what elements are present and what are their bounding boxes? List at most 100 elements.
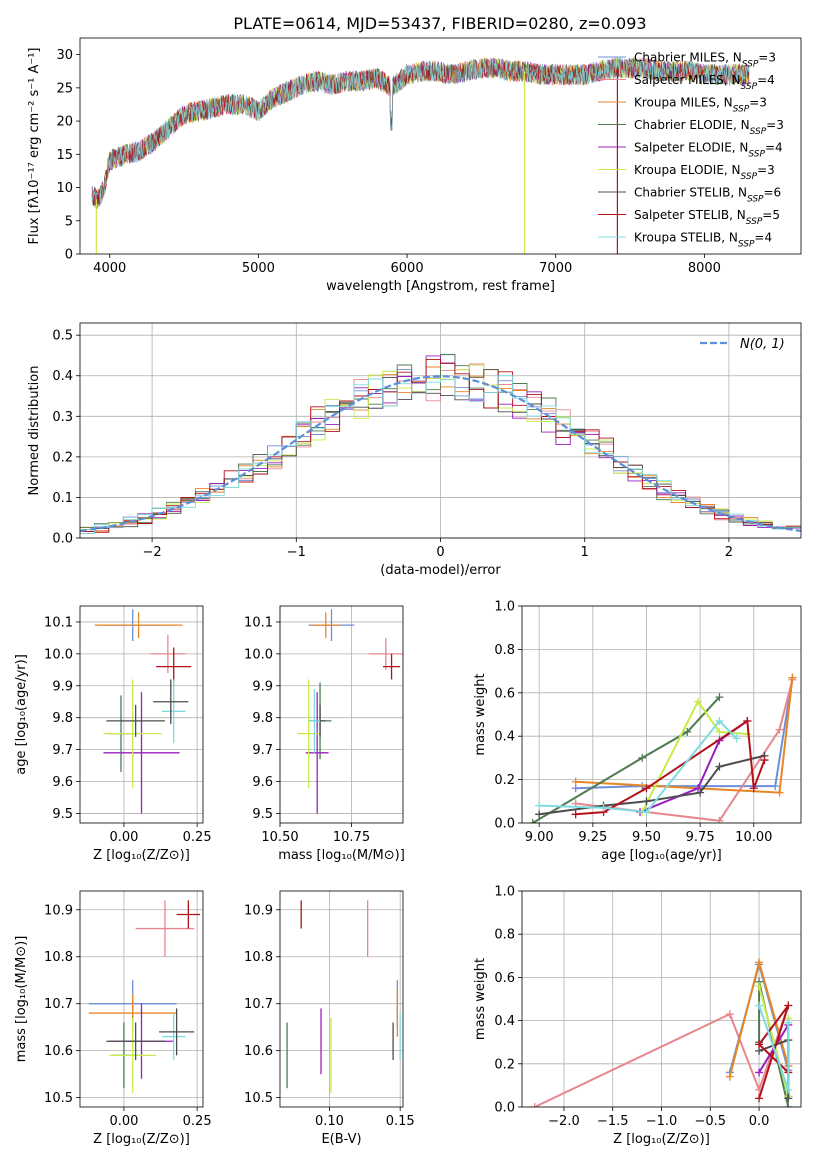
y-tick-label: 0 bbox=[65, 248, 73, 263]
spectrum-marks bbox=[91, 56, 750, 254]
x-tick-label: 10.50 bbox=[261, 830, 298, 845]
weight-marker bbox=[528, 819, 537, 823]
y-tick-label: 0.4 bbox=[494, 1014, 515, 1029]
y-tick-label: 15 bbox=[56, 148, 73, 163]
residuals-marks bbox=[80, 353, 801, 535]
x-tick-label: 0.25 bbox=[183, 1114, 212, 1129]
weight-marker bbox=[638, 753, 647, 762]
legend-label-count: =4 bbox=[765, 141, 783, 155]
y-tick-label: 10.0 bbox=[244, 647, 273, 662]
x-tick-label: 9.75 bbox=[686, 830, 715, 845]
residuals-panel: −2 −1 0 1 2 0.0 0.1 0.2 0.3 0.4 0.5 (data-model)/er… bbox=[27, 322, 802, 578]
x-tick-label: 2 bbox=[725, 545, 733, 560]
legend-label-count: =3 bbox=[766, 118, 784, 132]
weights_vs_age-marks bbox=[528, 673, 797, 823]
x-axis-label: mass [log₁₀(M/M⊙)] bbox=[278, 848, 405, 863]
weight-marker bbox=[683, 727, 692, 736]
x-tick-label: 0.25 bbox=[183, 830, 212, 845]
y-tick-label: 10.5 bbox=[44, 1091, 73, 1106]
x-tick-label: −1.5 bbox=[597, 1114, 629, 1129]
weight-marker bbox=[693, 784, 702, 793]
weight-marker bbox=[775, 788, 784, 797]
y-tick-label: 0.0 bbox=[494, 817, 515, 832]
weight-line-kroupa-miles bbox=[575, 677, 794, 794]
legend-label: Chabrier ELODIE, NSSP=3 bbox=[634, 118, 784, 137]
legend-label-text: Kroupa STELIB, N bbox=[634, 231, 738, 245]
x-axis-label: Z [log₁₀(Z/Z⊙)] bbox=[93, 848, 190, 863]
y-axis-label: age [log₁₀(age/yr)] bbox=[14, 654, 29, 775]
weights_vs_age-frame bbox=[521, 605, 802, 824]
error-bar-point bbox=[308, 688, 321, 753]
x-tick-label: 7000 bbox=[539, 261, 572, 276]
y-tick-label: 10.9 bbox=[44, 903, 73, 918]
weight-line-salpeter-stelib bbox=[757, 1004, 790, 1099]
error-bar-point bbox=[106, 704, 165, 737]
weight-marker bbox=[784, 1085, 793, 1094]
y-tick-label: 10.5 bbox=[244, 1091, 273, 1106]
weights-vs-metallicity-panel: −2.0 −1.5 −1.0 −0.5 0.0 0.0 0.2 0.4 0.6 0.8 1.0 Z [… bbox=[473, 885, 802, 1147]
y-tick-label: 0.2 bbox=[494, 773, 515, 788]
weight-line-salpeter-stelib bbox=[575, 719, 766, 816]
weight-marker bbox=[755, 1001, 764, 1010]
histogram-salpeter-miles bbox=[80, 363, 801, 534]
x-tick-label: 1 bbox=[581, 545, 589, 560]
mass_vs_ebv-frame bbox=[279, 890, 404, 1108]
error-bar-point bbox=[106, 1022, 165, 1061]
legend-label: Salpeter MILES, NSSP=4 bbox=[634, 73, 775, 92]
histogram-kroupa-stelib bbox=[80, 375, 801, 535]
age_vs_mass-frame bbox=[279, 605, 404, 824]
weight-marker bbox=[642, 808, 651, 817]
y-tick-label: 9.7 bbox=[52, 743, 73, 758]
mass_vs_ebv-marks bbox=[286, 900, 401, 1093]
weight-marker bbox=[755, 1040, 764, 1049]
y-tick-label: 10.6 bbox=[244, 1044, 273, 1059]
x-tick-label: 0.0 bbox=[749, 1114, 770, 1129]
age_vs_Z-marks bbox=[94, 609, 192, 814]
weight-marker bbox=[696, 788, 705, 797]
legend-label: Kroupa STELIB, NSSP=4 bbox=[634, 231, 772, 250]
weight-marker bbox=[725, 1072, 734, 1081]
y-axis-label: Normed distribution bbox=[27, 366, 42, 496]
legend-label-subscript: SSP bbox=[742, 60, 759, 70]
y-tick-label: 9.7 bbox=[252, 743, 273, 758]
legend-label-subscript: SSP bbox=[747, 195, 764, 205]
weight-marker bbox=[749, 784, 758, 793]
weight-marker bbox=[732, 734, 741, 743]
x-tick-label: 5000 bbox=[242, 261, 275, 276]
legend-label-text: Salpeter STELIB, N bbox=[634, 208, 746, 222]
age_vs_Z-frame bbox=[79, 605, 204, 824]
y-tick-label: 9.5 bbox=[252, 807, 273, 822]
legend-label-text: Kroupa ELODIE, N bbox=[634, 163, 741, 177]
y-tick-label: 10.7 bbox=[44, 997, 73, 1012]
x-tick-label: 0.10 bbox=[315, 1114, 344, 1129]
x-tick-label: −2 bbox=[143, 545, 162, 560]
x-tick-label: 4000 bbox=[93, 261, 126, 276]
age_vs_mass-plot-area bbox=[279, 606, 403, 823]
weight-marker bbox=[788, 673, 797, 682]
legend-label-count: =4 bbox=[757, 73, 775, 87]
y-tick-label: 0.3 bbox=[52, 410, 73, 425]
legend-label: Salpeter ELODIE, NSSP=4 bbox=[634, 141, 783, 160]
y-tick-label: 10.8 bbox=[244, 950, 273, 965]
y-axis-label: mass weight bbox=[473, 673, 488, 755]
weights_vs_Z-marks bbox=[530, 958, 793, 1107]
spectrum-panel: 4000 5000 6000 7000 8000 0 5 10 15 20 25 30 waveleng… bbox=[27, 37, 802, 294]
y-tick-label: 25 bbox=[56, 81, 73, 96]
y-tick-label: 0.4 bbox=[52, 369, 73, 384]
legend-label-subscript: SSP bbox=[741, 82, 758, 92]
error-bar-point bbox=[382, 653, 401, 680]
y-tick-label: 10.9 bbox=[244, 903, 273, 918]
mass_vs_Z-frame bbox=[79, 890, 204, 1108]
legend-label-text: Kroupa MILES, N bbox=[634, 96, 733, 110]
weight-marker bbox=[784, 1001, 793, 1010]
y-tick-label: 9.9 bbox=[52, 679, 73, 694]
legend-label-count: =6 bbox=[764, 186, 782, 200]
y-tick-label: 10.0 bbox=[44, 647, 73, 662]
weight-marker bbox=[755, 982, 764, 991]
weight-marker bbox=[755, 1068, 764, 1077]
x-tick-label: 0.00 bbox=[109, 1114, 138, 1129]
age-vs-mass-panel: 10.50 10.75 9.5 9.6 9.7 9.8 9.9 10.0 10.1 mass [l… bbox=[244, 605, 405, 863]
y-tick-label: 0.4 bbox=[494, 730, 515, 745]
weight-line-chabrier-miles bbox=[575, 677, 794, 790]
weight-line-kroupa-elodie bbox=[641, 699, 748, 813]
